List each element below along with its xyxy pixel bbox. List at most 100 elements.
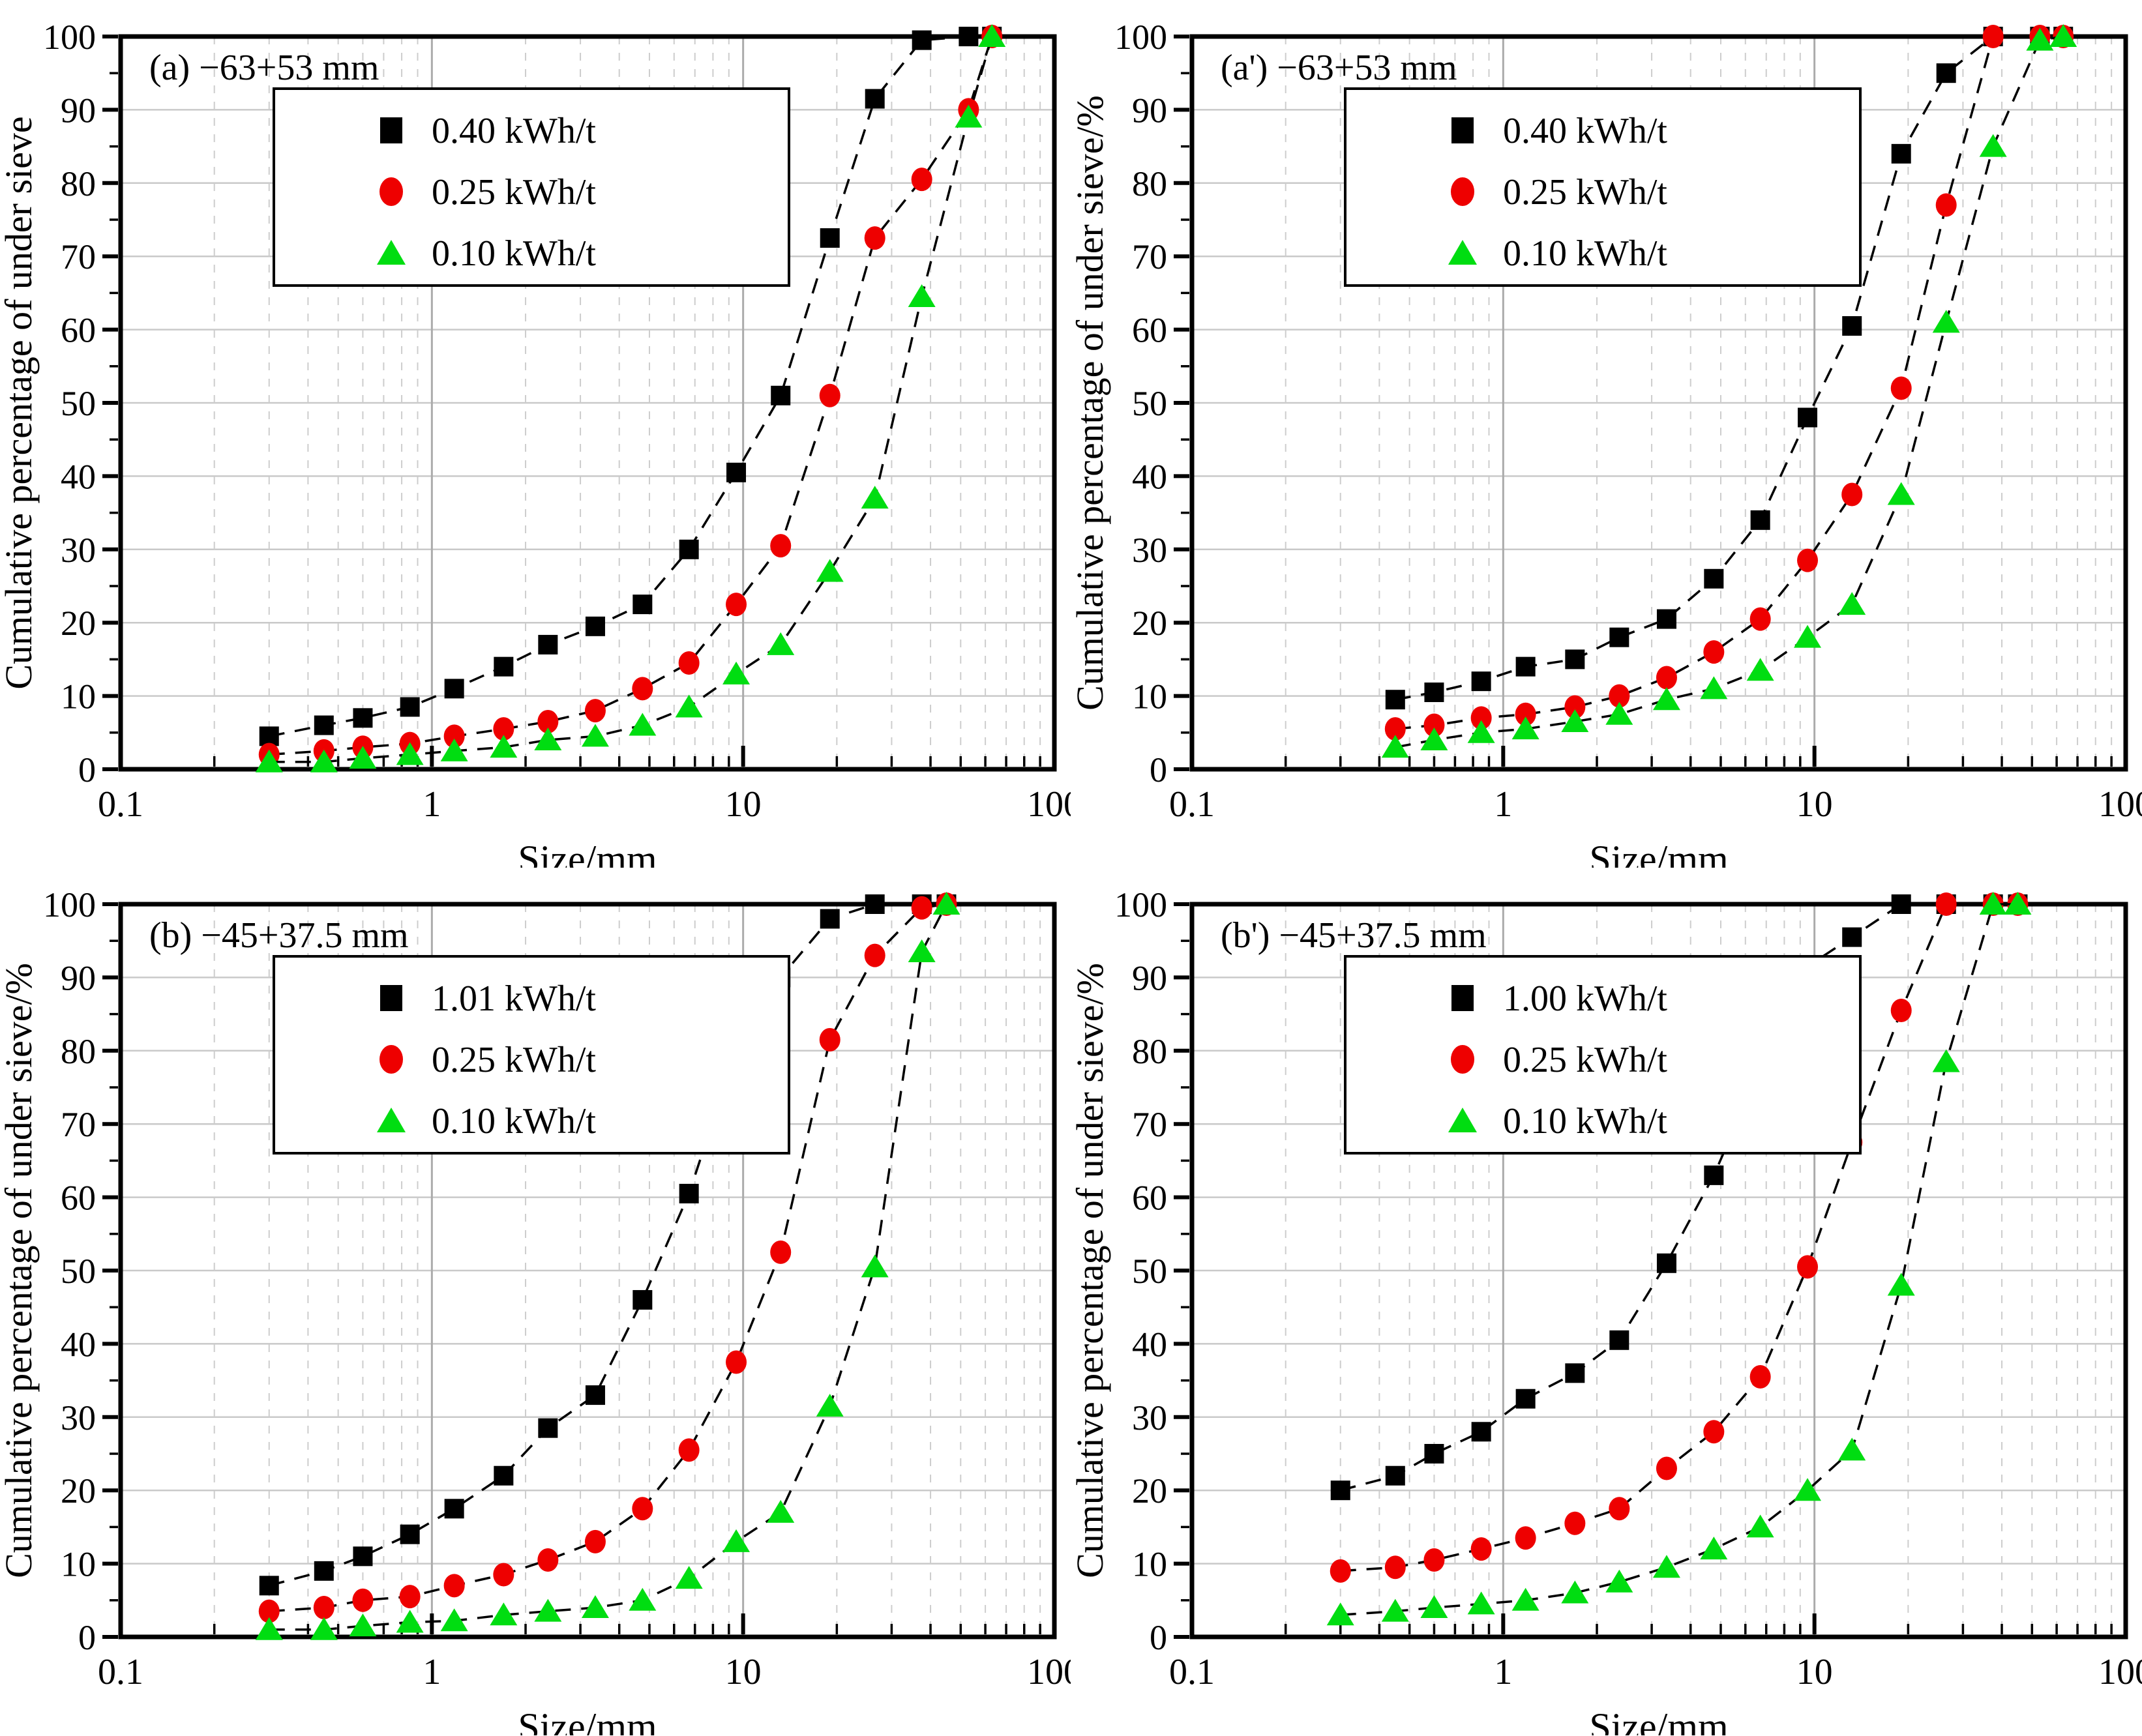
square-marker-icon — [538, 1418, 558, 1438]
circle-marker-icon — [770, 1240, 792, 1264]
y-tick-label: 30 — [61, 1398, 96, 1437]
square-marker-icon — [1515, 1389, 1536, 1409]
legend-square-icon — [380, 117, 402, 143]
x-tick-label: 100 — [1027, 1652, 1071, 1692]
legend: 0.40 kWh/t 0.25 kWh/t 0.10 kWh/t — [273, 87, 790, 287]
triangle-marker-icon — [1838, 592, 1866, 615]
circle-marker-icon — [1935, 892, 1957, 916]
legend-label: 1.01 kWh/t — [432, 978, 596, 1019]
x-axis-title: Size/mm — [1589, 838, 1728, 868]
y-tick-label: 100 — [43, 885, 96, 924]
triangle-marker-icon — [1794, 625, 1822, 648]
legend-square-icon — [1451, 985, 1474, 1011]
circle-marker-icon — [443, 724, 465, 748]
square-marker-icon — [679, 1183, 699, 1203]
circle-marker-icon — [1515, 702, 1536, 726]
circle-marker-icon — [1470, 706, 1492, 730]
circle-marker-icon — [1564, 1511, 1586, 1535]
circle-marker-icon — [864, 226, 885, 250]
y-tick-label: 10 — [1132, 677, 1167, 716]
circle-marker-icon — [584, 699, 606, 723]
triangle-marker-icon — [1652, 687, 1680, 711]
triangle-marker-icon — [1932, 310, 1960, 333]
y-tick-label: 60 — [61, 311, 96, 350]
square-marker-icon — [1842, 927, 1862, 947]
circle-marker-icon — [258, 1599, 280, 1623]
legend-label: 0.10 kWh/t — [432, 1101, 596, 1141]
chart-panel-b-prime: 0 10 20 30 40 50 60 70 80 90 100 0.1 1 10 100 (b') −45+… — [1071, 868, 2142, 1736]
y-tick-label: 60 — [1132, 1179, 1167, 1218]
triangle-marker-icon — [440, 1608, 468, 1632]
triangle-marker-icon — [1326, 1602, 1354, 1626]
square-marker-icon — [1565, 1363, 1585, 1383]
plot-border — [1189, 34, 2128, 772]
circle-marker-icon — [819, 383, 840, 407]
y-tick-label: 10 — [61, 677, 96, 716]
series-0-10-kwh-t — [255, 24, 1006, 772]
circle-marker-icon — [1423, 1548, 1445, 1572]
x-tick-label: 100 — [2098, 1652, 2142, 1692]
triangle-marker-icon — [1381, 1598, 1409, 1622]
circle-marker-icon — [537, 709, 559, 733]
triangle-marker-icon — [255, 1617, 283, 1640]
square-marker-icon — [1704, 1165, 1724, 1185]
circle-marker-icon — [1749, 607, 1771, 631]
circle-marker-icon — [1384, 717, 1406, 741]
triangle-marker-icon — [816, 1393, 844, 1417]
square-marker-icon — [1385, 690, 1405, 710]
y-tick-label: 60 — [61, 1179, 96, 1218]
triangle-marker-icon — [767, 632, 795, 655]
x-tick-label: 0.1 — [1169, 1652, 1215, 1692]
triangle-marker-icon — [349, 746, 377, 769]
legend-label: 0.25 kWh/t — [432, 172, 596, 213]
legend-triangle-icon — [1448, 240, 1477, 265]
y-tick-label: 80 — [1132, 1032, 1167, 1071]
square-marker-icon — [632, 1289, 653, 1310]
triangle-marker-icon — [932, 892, 960, 915]
chart-svg: 0 10 20 30 40 50 60 70 80 90 100 0.1 1 10 100 (b') −45+… — [1071, 868, 2142, 1735]
square-marker-icon — [353, 708, 373, 728]
square-marker-icon — [1609, 1330, 1629, 1350]
x-tick-label: 10 — [1796, 784, 1833, 825]
square-marker-icon — [494, 656, 514, 677]
square-marker-icon — [1471, 671, 1491, 692]
y-axis-title: Cumulative percentage of under sieve — [0, 116, 40, 689]
axis-ticks: 0 10 20 30 40 50 60 70 80 90 100 0.1 1 10 100 — [1114, 18, 2142, 825]
triangle-marker-icon — [816, 559, 844, 582]
triangle-marker-icon — [1700, 676, 1728, 699]
chart-panel-a-prime: 0 10 20 30 40 50 60 70 80 90 100 0.1 1 10 100 (a') −63+… — [1071, 0, 2142, 868]
square-marker-icon — [771, 385, 791, 405]
triangle-marker-icon — [310, 1617, 338, 1640]
circle-marker-icon — [399, 1585, 421, 1609]
circle-marker-icon — [770, 534, 792, 558]
circle-marker-icon — [864, 943, 885, 967]
circle-marker-icon — [1564, 695, 1586, 719]
square-marker-icon — [959, 27, 979, 46]
square-marker-icon — [400, 697, 420, 717]
triangle-marker-icon — [1420, 728, 1448, 751]
triangle-marker-icon — [1561, 1580, 1589, 1604]
circle-marker-icon — [1609, 684, 1630, 708]
square-marker-icon — [1385, 1465, 1405, 1486]
triangle-marker-icon — [581, 724, 609, 747]
x-tick-label: 10 — [725, 784, 762, 825]
triangle-marker-icon — [861, 1254, 889, 1278]
square-marker-icon — [1656, 609, 1676, 629]
y-tick-label: 90 — [1132, 91, 1167, 130]
triangle-marker-icon — [1979, 892, 2007, 915]
y-tick-label: 30 — [61, 531, 96, 570]
triangle-marker-icon — [1838, 1437, 1866, 1461]
legend: 1.01 kWh/t 0.25 kWh/t 0.10 kWh/t — [273, 955, 790, 1155]
y-tick-label: 20 — [61, 604, 96, 643]
triangle-marker-icon — [1746, 1514, 1774, 1538]
legend-label: 0.10 kWh/t — [1503, 233, 1667, 274]
circle-marker-icon — [493, 717, 514, 741]
legend-circle-icon — [1451, 177, 1474, 206]
circle-marker-icon — [678, 1438, 700, 1462]
series-0-10-kwh-t — [255, 892, 960, 1640]
triangle-marker-icon — [629, 1587, 657, 1611]
square-marker-icon — [444, 679, 464, 699]
circle-marker-icon — [1330, 1559, 1351, 1583]
circle-marker-icon — [911, 168, 932, 192]
circle-marker-icon — [584, 1529, 606, 1553]
